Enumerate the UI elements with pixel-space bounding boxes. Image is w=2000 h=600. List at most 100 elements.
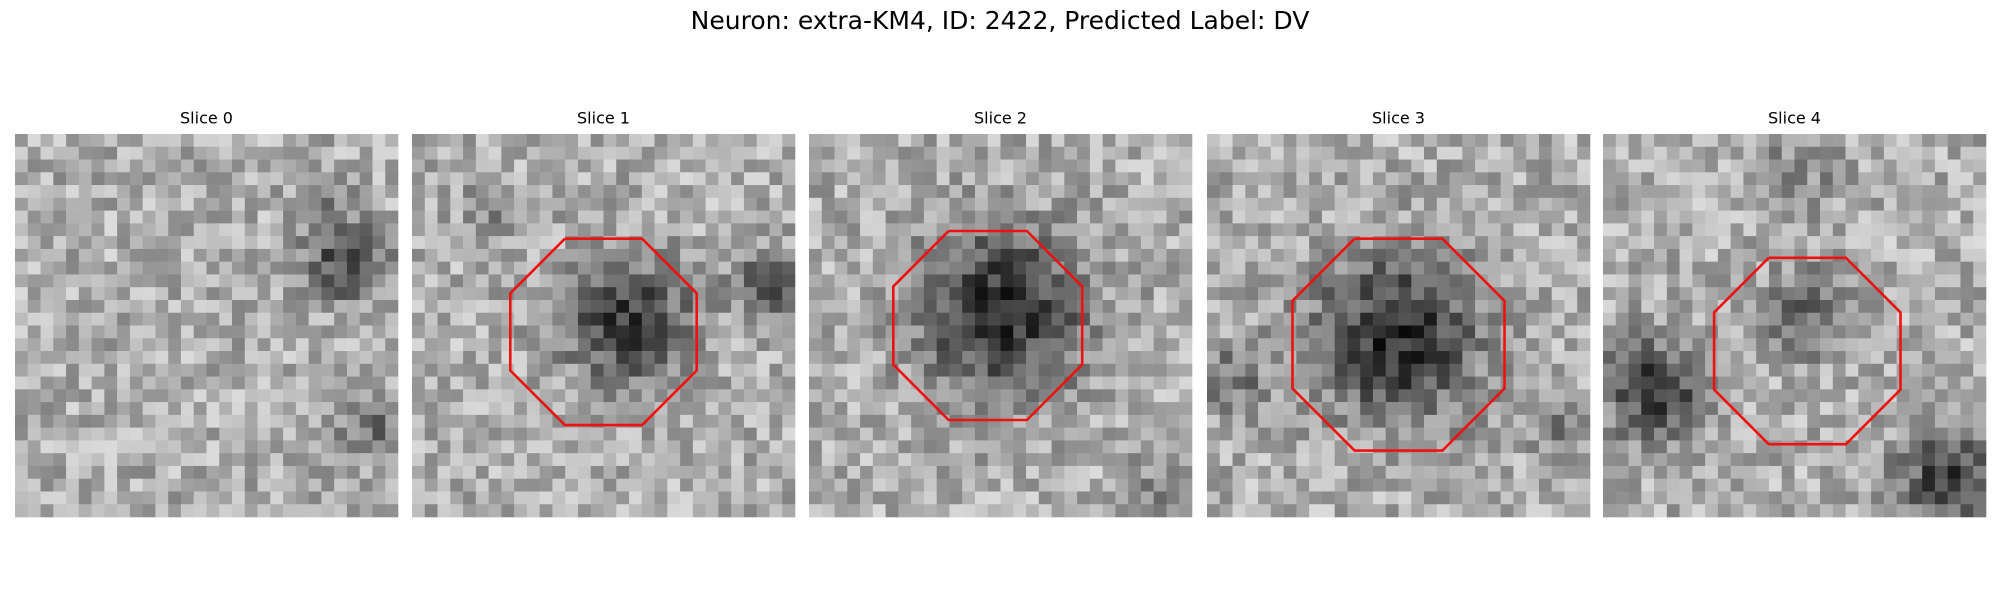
pixel bbox=[53, 299, 67, 314]
pixel bbox=[680, 465, 694, 479]
pixel bbox=[1666, 376, 1680, 390]
pixel bbox=[1551, 197, 1565, 211]
pixel bbox=[1756, 491, 1770, 505]
pixel bbox=[692, 172, 706, 186]
pixel bbox=[834, 453, 848, 467]
pixel bbox=[539, 312, 553, 326]
pixel bbox=[295, 210, 309, 224]
pixel bbox=[412, 312, 426, 326]
pixel bbox=[475, 146, 489, 160]
pixel bbox=[1692, 465, 1706, 479]
pixel bbox=[1858, 478, 1872, 492]
pixel bbox=[1934, 363, 1948, 377]
pixel bbox=[1807, 465, 1821, 479]
pixel bbox=[359, 427, 373, 441]
pixel bbox=[1296, 351, 1310, 365]
pixel bbox=[641, 236, 655, 250]
pixel bbox=[667, 146, 681, 160]
pixel bbox=[1564, 146, 1578, 160]
pixel bbox=[334, 402, 348, 416]
pixel bbox=[898, 440, 912, 454]
pixel bbox=[1692, 402, 1706, 416]
pixel bbox=[603, 325, 617, 339]
pixel bbox=[1551, 223, 1565, 237]
pixel bbox=[232, 363, 246, 377]
pixel bbox=[1283, 261, 1297, 275]
pixel bbox=[1756, 159, 1770, 173]
pixel bbox=[1372, 299, 1387, 314]
pixel bbox=[1538, 465, 1552, 479]
pixel bbox=[629, 504, 643, 518]
pixel bbox=[1232, 172, 1246, 186]
pixel bbox=[1794, 197, 1808, 211]
pixel bbox=[911, 491, 925, 505]
pixel bbox=[372, 325, 386, 339]
pixel bbox=[91, 504, 105, 518]
pixel bbox=[1717, 299, 1731, 314]
pixel bbox=[1883, 261, 1897, 275]
pixel bbox=[66, 491, 80, 505]
pixel bbox=[488, 172, 502, 186]
pixel bbox=[1820, 274, 1834, 288]
pixel bbox=[1564, 453, 1578, 467]
pixel bbox=[1064, 146, 1078, 160]
pixel bbox=[78, 351, 92, 365]
pixel bbox=[1140, 223, 1154, 237]
pixel bbox=[872, 312, 886, 326]
pixel bbox=[1654, 427, 1668, 441]
pixel bbox=[1219, 402, 1233, 416]
pixel bbox=[641, 465, 655, 479]
pixel bbox=[1717, 389, 1731, 403]
pixel bbox=[372, 427, 386, 441]
pixel bbox=[142, 185, 156, 199]
pixel bbox=[1309, 453, 1323, 467]
pixel bbox=[1615, 146, 1629, 160]
pixel bbox=[1411, 248, 1425, 262]
pixel bbox=[27, 325, 41, 339]
pixel bbox=[321, 465, 335, 479]
pixel bbox=[1500, 427, 1514, 441]
pixel bbox=[1858, 376, 1872, 390]
pixel bbox=[1102, 453, 1116, 467]
pixel bbox=[1756, 376, 1770, 390]
pixel bbox=[1258, 134, 1272, 148]
pixel bbox=[1845, 210, 1859, 224]
pixel bbox=[1705, 210, 1719, 224]
pixel bbox=[1666, 197, 1680, 211]
pixel bbox=[257, 210, 271, 224]
pixel bbox=[1666, 223, 1680, 237]
pixel bbox=[654, 236, 668, 250]
pixel bbox=[654, 248, 668, 262]
pixel bbox=[463, 491, 477, 505]
pixel bbox=[1896, 172, 1910, 186]
pixel bbox=[1641, 210, 1655, 224]
pixel bbox=[1768, 389, 1783, 403]
pixel bbox=[15, 287, 29, 301]
pixel bbox=[514, 197, 528, 211]
pixel bbox=[206, 287, 220, 301]
pixel bbox=[1858, 146, 1872, 160]
pixel bbox=[641, 351, 655, 365]
pixel bbox=[91, 465, 105, 479]
pixel bbox=[1526, 453, 1540, 467]
pixel bbox=[1487, 338, 1501, 352]
pixel bbox=[692, 453, 706, 467]
pixel bbox=[334, 440, 348, 454]
pixel bbox=[1411, 363, 1425, 377]
pixel bbox=[514, 402, 528, 416]
pixel bbox=[1321, 491, 1335, 505]
pixel bbox=[1922, 274, 1936, 288]
pixel bbox=[1947, 491, 1961, 505]
pixel bbox=[372, 312, 386, 326]
pixel bbox=[155, 338, 169, 352]
pixel bbox=[923, 210, 937, 224]
pixel bbox=[53, 440, 67, 454]
pixel bbox=[129, 299, 143, 314]
pixel bbox=[1717, 402, 1731, 416]
pixel bbox=[1334, 389, 1348, 403]
pixel bbox=[295, 287, 309, 301]
pixel bbox=[1513, 440, 1527, 454]
pixel bbox=[1807, 376, 1821, 390]
pixel bbox=[295, 159, 309, 173]
pixel bbox=[872, 465, 886, 479]
